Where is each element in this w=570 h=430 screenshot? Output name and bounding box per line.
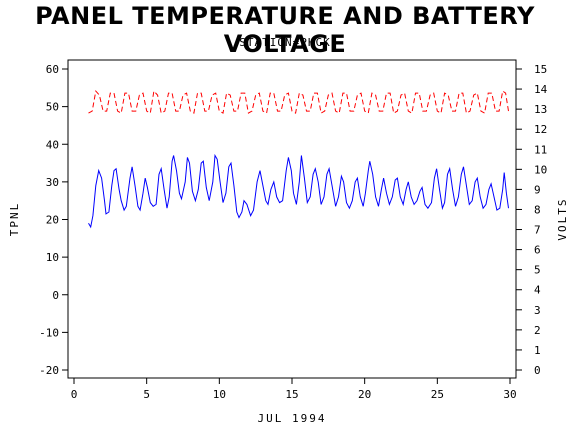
- x-axis-label: JUL 1994: [258, 412, 327, 425]
- chart-subtitle: STATION=PHCK: [239, 36, 331, 49]
- y-right-tick-label: 13: [534, 103, 547, 116]
- y-left-tick-label: 0: [52, 289, 59, 302]
- y-left-tick-label: 50: [46, 101, 59, 114]
- y-right-tick-label: 7: [534, 224, 541, 237]
- y-right-tick-label: 12: [534, 123, 547, 136]
- series-line-temperature: [88, 153, 509, 229]
- series-layer: [88, 90, 509, 229]
- y-right-tick-label: 10: [534, 163, 547, 176]
- y-right-tick-label: 3: [534, 304, 541, 317]
- x-axis: 0 5 10 15 20 25 30: [71, 378, 517, 401]
- x-tick-label: 25: [431, 388, 444, 401]
- y-axis-right-label: VOLTS: [556, 197, 569, 240]
- y-left-tick-label: 40: [46, 138, 59, 151]
- y-right-tick-label: 9: [534, 183, 541, 196]
- y-right-tick-label: 4: [534, 284, 541, 297]
- y-left-tick-label: -10: [39, 326, 59, 339]
- y-right-tick-label: 0: [534, 364, 541, 377]
- y-left-tick-label: 10: [46, 251, 59, 264]
- x-tick-label: 15: [285, 388, 298, 401]
- x-tick-label: 0: [71, 388, 78, 401]
- y-axis-left: -20 -10 0 10 20 30 40 50 60: [39, 63, 68, 377]
- x-tick-label: 10: [213, 388, 226, 401]
- y-axis-left-label: TPNL: [8, 202, 21, 237]
- y-right-tick-label: 5: [534, 264, 541, 277]
- y-left-tick-label: 30: [46, 176, 59, 189]
- y-right-tick-label: 2: [534, 324, 541, 337]
- x-tick-label: 30: [503, 388, 516, 401]
- chart-title: PANEL TEMPERATURE AND BATTERY VOLTAGE: [35, 2, 535, 58]
- y-left-tick-label: -20: [39, 364, 59, 377]
- y-right-tick-label: 1: [534, 344, 541, 357]
- y-right-tick-label: 11: [534, 143, 547, 156]
- y-right-tick-label: 15: [534, 63, 547, 76]
- y-right-tick-label: 8: [534, 203, 541, 216]
- y-left-tick-label: 20: [46, 214, 59, 227]
- x-tick-label: 5: [143, 388, 150, 401]
- x-tick-label: 20: [358, 388, 371, 401]
- y-right-tick-label: 14: [534, 83, 548, 96]
- plot-frame: [67, 59, 517, 379]
- series-line-voltage: [88, 90, 509, 114]
- y-right-tick-label: 6: [534, 244, 541, 257]
- y-left-tick-label: 60: [46, 63, 59, 76]
